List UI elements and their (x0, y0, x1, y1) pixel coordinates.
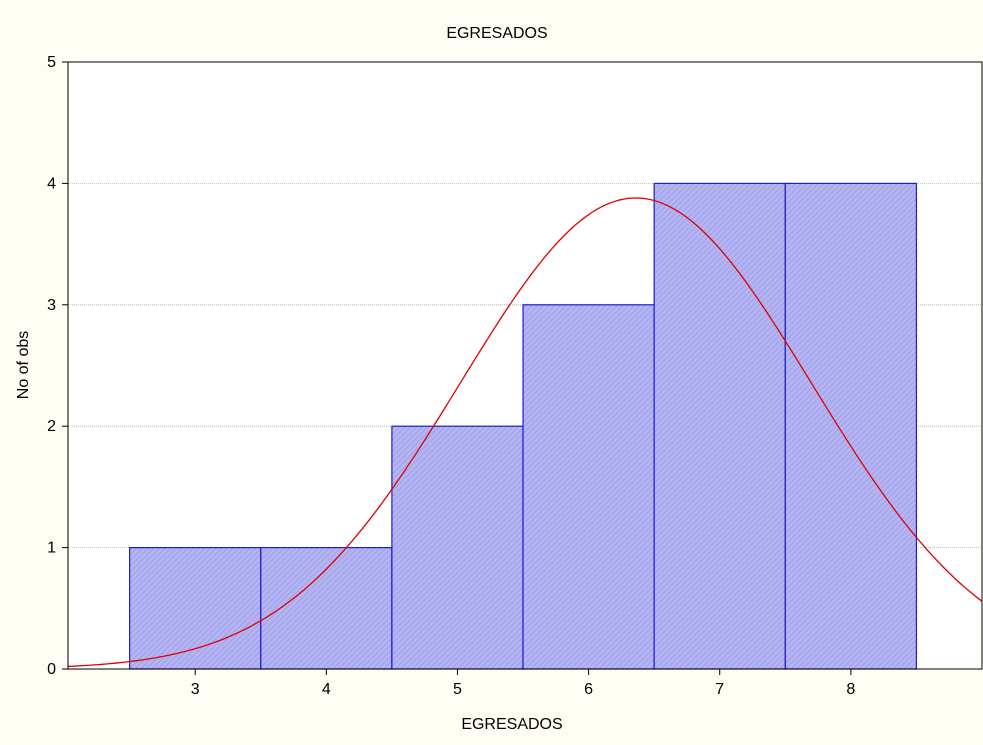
x-tick-label: 6 (584, 681, 593, 698)
x-tick-label: 4 (322, 681, 331, 698)
y-tick-label: 1 (47, 540, 56, 557)
x-axis-label: EGRESADOS (461, 716, 562, 733)
y-tick-label: 5 (47, 54, 56, 71)
plot-frame (67, 61, 983, 670)
normal-fit-curve (68, 197, 982, 668)
histogram-bar (522, 304, 655, 670)
y-tick-label: 4 (47, 175, 56, 192)
chart-title: EGRESADOS (446, 25, 547, 42)
x-tick-label: 7 (715, 681, 724, 698)
x-tick-label: 5 (453, 681, 462, 698)
x-tick-label: 8 (846, 681, 855, 698)
axes: 0 1 2 3 4 5 3 4 5 6 7 8 (47, 54, 855, 698)
x-tick-label: 3 (191, 681, 200, 698)
y-tick-label: 3 (47, 297, 56, 314)
histogram-bar (653, 182, 786, 670)
y-tick-label: 2 (47, 418, 56, 435)
y-tick-label: 0 (47, 661, 56, 678)
y-axis-label: No of obs (15, 331, 32, 399)
fit-curve-group (68, 197, 982, 668)
histogram-bar (391, 425, 524, 670)
histogram-bar (129, 546, 262, 670)
histogram-bar (784, 182, 918, 670)
